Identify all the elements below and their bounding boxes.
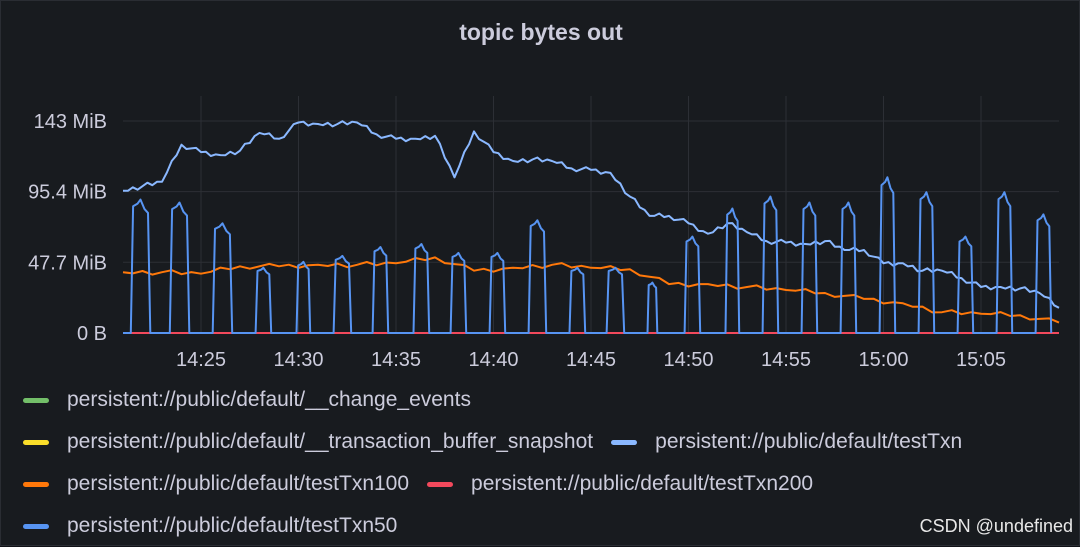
x-tick-label: 14:55: [761, 349, 811, 371]
legend-item[interactable]: persistent://public/default/__change_eve…: [23, 388, 471, 412]
x-tick-label: 14:50: [663, 349, 713, 371]
y-tick-label: 47.7 MiB: [28, 252, 107, 274]
series-line-testtxn50: [123, 176, 1053, 334]
legend-row: persistent://public/default/__transactio…: [23, 421, 1073, 463]
legend-swatch: [611, 439, 638, 445]
series-line-testtxn100: [122, 256, 1060, 324]
legend-item[interactable]: persistent://public/default/__transactio…: [23, 430, 593, 454]
legend-item[interactable]: persistent://public/default/testTxn50: [23, 514, 397, 538]
legend-item[interactable]: persistent://public/default/testTxn100: [23, 472, 409, 496]
legend: persistent://public/default/__change_eve…: [23, 379, 1073, 547]
x-tick-label: 14:45: [566, 349, 616, 371]
legend-row: persistent://public/default/testTxn50: [23, 505, 1073, 547]
watermark: CSDN @undefined: [919, 516, 1073, 536]
legend-row: persistent://public/default/__change_eve…: [23, 379, 1073, 421]
legend-swatch: [23, 481, 49, 487]
x-tick-label: 15:05: [956, 349, 1006, 371]
legend-label: persistent://public/default/__transactio…: [67, 430, 594, 453]
y-tick-label: 95.4 MiB: [28, 182, 107, 204]
legend-item[interactable]: persistent://public/default/testTxn: [611, 430, 962, 454]
plot-area[interactable]: 0 B 47.7 MiB 95.4 MiB 143 MiB 14:25 14:30 14:3…: [1, 1, 1080, 371]
legend-label: persistent://public/default/testTxn200: [471, 472, 814, 495]
legend-item[interactable]: persistent://public/default/testTxn200: [427, 472, 813, 496]
x-tick-label: 14:25: [176, 349, 226, 371]
y-tick-label: 0 B: [77, 323, 107, 345]
legend-label: persistent://public/default/testTxn50: [67, 514, 398, 537]
legend-swatch: [23, 397, 49, 403]
legend-swatch: [427, 481, 454, 487]
x-tick-label: 14:30: [273, 349, 323, 371]
legend-row: persistent://public/default/testTxn100 pe…: [23, 463, 1073, 505]
legend-label: persistent://public/default/__change_eve…: [67, 388, 471, 411]
y-tick-label: 143 MiB: [34, 111, 107, 133]
legend-swatch: [23, 523, 49, 529]
legend-swatch: [23, 439, 49, 445]
series-line-testtxn: [122, 120, 1060, 309]
panel-title: topic bytes out: [459, 19, 623, 45]
legend-label: persistent://public/default/testTxn100: [67, 472, 410, 495]
x-tick-label: 14:40: [468, 349, 518, 371]
x-tick-label: 15:00: [858, 349, 908, 371]
legend-label: persistent://public/default/testTxn: [655, 430, 963, 453]
x-tick-label: 14:35: [371, 349, 421, 371]
